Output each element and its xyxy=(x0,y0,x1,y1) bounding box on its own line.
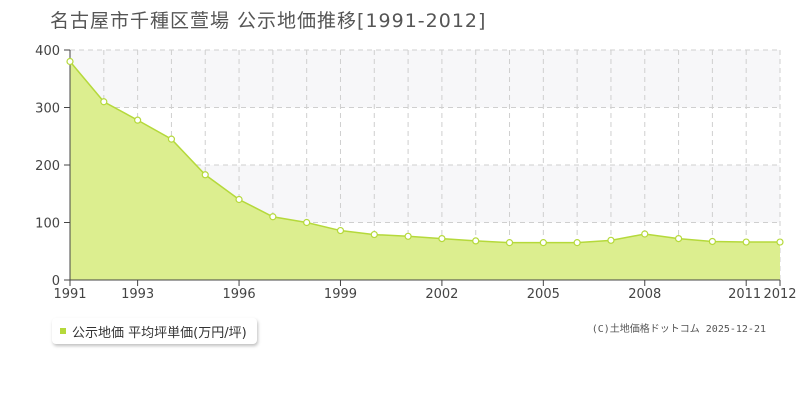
area-fill xyxy=(70,61,780,280)
data-point xyxy=(641,230,649,238)
data-point xyxy=(269,213,277,221)
series-line xyxy=(69,61,780,244)
data-point xyxy=(66,57,74,66)
x-tick-label: 1993 xyxy=(121,287,154,302)
data-point xyxy=(438,235,446,243)
data-point xyxy=(539,239,547,247)
legend-swatch xyxy=(60,328,66,334)
data-point xyxy=(776,238,784,246)
data-point xyxy=(100,98,108,106)
chart-title: 名古屋市千種区萱場 公示地価推移[1991-2012] xyxy=(50,10,487,32)
data-point xyxy=(472,237,480,245)
y-tick-label: 0 xyxy=(52,274,60,289)
y-tick-label: 400 xyxy=(35,44,60,59)
data-point xyxy=(336,226,345,235)
x-tick-label: 1999 xyxy=(324,287,357,302)
data-point xyxy=(573,239,581,247)
data-point xyxy=(201,171,209,179)
x-tick-label: 2012 xyxy=(763,287,796,302)
x-tick-label: 2005 xyxy=(527,287,560,302)
data-point xyxy=(708,237,716,246)
data-point xyxy=(674,235,683,243)
data-point xyxy=(742,238,750,246)
x-tick-label: 2011 xyxy=(728,287,761,302)
credit-text: (C)土地価格ドットコム 2025-12-21 xyxy=(591,324,766,335)
data-point xyxy=(370,230,378,239)
y-tick-label: 200 xyxy=(35,159,60,174)
data-point xyxy=(404,232,412,240)
x-tick-label: 1996 xyxy=(223,287,256,302)
legend-label: 公示地価 平均坪単価(万円/坪) xyxy=(72,325,247,341)
data-point xyxy=(303,218,311,227)
data-point xyxy=(134,116,142,124)
grid-band xyxy=(70,50,780,108)
data-point xyxy=(607,236,615,244)
y-tick-label: 300 xyxy=(35,102,60,117)
x-tick-label: 2008 xyxy=(628,287,661,302)
x-tick-label: 2002 xyxy=(425,287,458,302)
y-tick-label: 100 xyxy=(35,217,60,232)
data-point xyxy=(235,195,243,204)
data-point xyxy=(505,239,514,247)
chart-legend: 公示地価 平均坪単価(万円/坪) xyxy=(52,318,257,344)
x-tick-label: 1991 xyxy=(53,287,86,302)
data-point xyxy=(167,135,176,143)
